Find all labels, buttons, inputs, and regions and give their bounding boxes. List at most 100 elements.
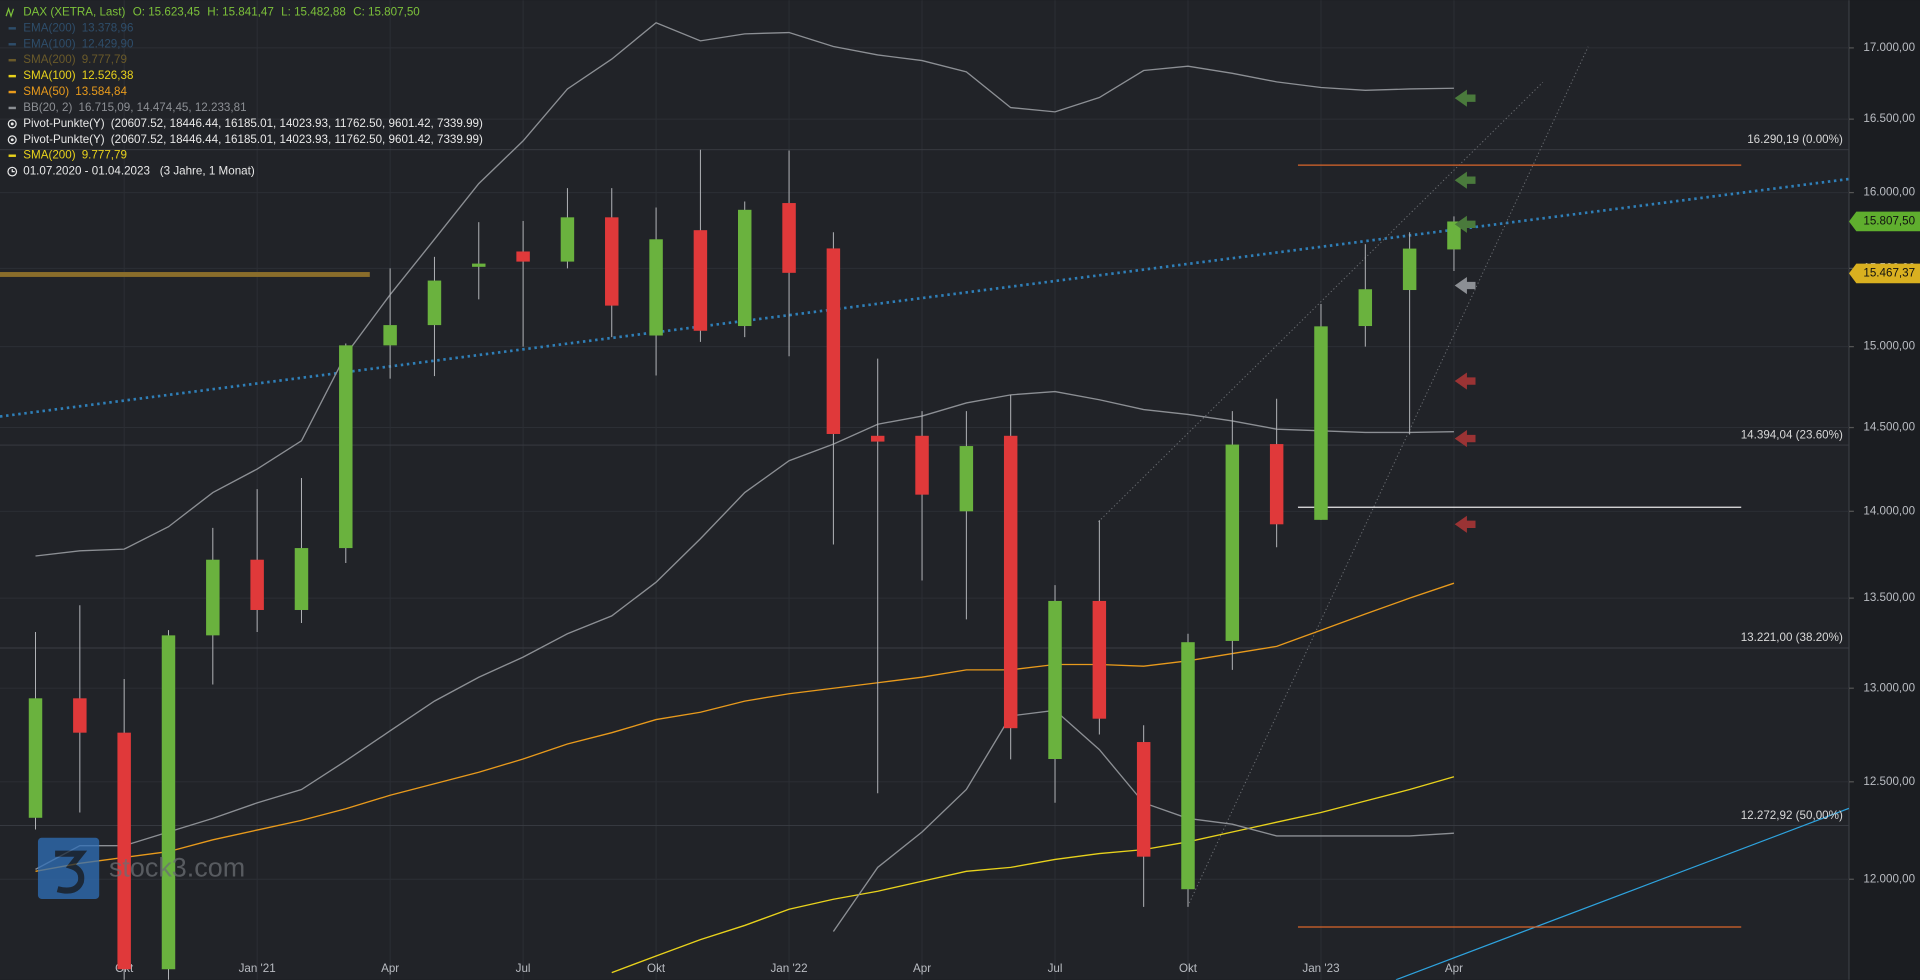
arrow-icon (1454, 515, 1476, 533)
x-tick-label: Okt (1179, 962, 1198, 975)
legend-name: SMA(200) (23, 53, 75, 66)
legend-value: 12.429,90 (82, 37, 134, 50)
price-badge (1848, 211, 1920, 232)
candle-body (1358, 289, 1373, 327)
y-tick-label: 16.000,00 (1863, 186, 1915, 199)
legend-item: SMA(200) 9.777,79 (23, 149, 127, 162)
arrow-icon (1454, 430, 1476, 448)
period-text: (3 Jahre, 1 Monat) (160, 165, 255, 178)
candle-body (1092, 600, 1107, 719)
candle-body (1225, 444, 1240, 641)
x-tick-label: Okt (647, 962, 666, 975)
candle-body (117, 732, 131, 970)
y-tick-label: 16.500,00 (1863, 112, 1915, 125)
candle-body (1136, 742, 1151, 857)
y-tick-label: 12.500,00 (1863, 775, 1915, 788)
price-badge (1848, 263, 1920, 284)
legend-ohlc: O: 15.623,45 (133, 6, 200, 19)
indicator-line (35, 582, 1455, 872)
candle-body (250, 559, 264, 610)
legend-title: DAX (XETRA, Last) (23, 6, 125, 19)
legend-item: Pivot-Punkte(Y) (20607.52, 18446.44, 1618… (23, 133, 483, 146)
legend-icon (7, 135, 17, 145)
legend-value: 13.584,84 (75, 85, 127, 98)
period-text: 01.07.2020 - 01.04.2023 (23, 165, 150, 178)
legend-ohlc: H: 15.841,47 (207, 6, 274, 19)
candles (28, 149, 1461, 980)
trend-line (1187, 46, 1589, 907)
volume-poc (0, 272, 370, 277)
price-badge-label: 15.467,37 (1863, 266, 1915, 279)
candle-body (560, 217, 575, 262)
candle-body (1402, 248, 1417, 291)
candle-body (206, 559, 220, 636)
y-tick-label: 17.000,00 (1863, 41, 1915, 54)
legend-icon (11, 169, 15, 173)
indicator-line (35, 390, 1454, 870)
legend-icon (10, 122, 14, 126)
price-axis-background (1848, 0, 1920, 980)
candle-body (915, 435, 929, 495)
candle-body (1003, 435, 1018, 729)
legend-period: 01.07.2020 - 01.04.2023 (3 Jahre, 1 Monat… (23, 165, 255, 178)
x-tick-label: Jul (1048, 962, 1063, 975)
legend: DAX (XETRA, Last) O: 15.623,45 H: 15.841,4… (5, 6, 483, 178)
drawings (0, 46, 1849, 980)
candle-body (73, 698, 87, 733)
legend-icon (7, 166, 18, 177)
trend-line (1098, 81, 1544, 523)
candle-body (472, 263, 486, 267)
candle-body (870, 435, 885, 442)
x-tick-label: Apr (381, 962, 399, 975)
trend-line (1395, 807, 1849, 980)
legend-item: SMA(100) 12.526,38 (23, 69, 133, 82)
logo-mark (55, 850, 88, 894)
legend-name: SMA(200) (23, 149, 75, 162)
legend-name: SMA(100) (23, 69, 75, 82)
legend-ohlc: C: 15.807,50 (353, 6, 420, 19)
legend-icon (10, 138, 14, 142)
legend-item: SMA(50) 13.584,84 (23, 85, 127, 98)
candle-body (782, 203, 796, 273)
candle-body (605, 217, 619, 306)
legend-item: Pivot-Punkte(Y) (20607.52, 18446.44, 1618… (23, 117, 483, 130)
x-tick-label: Jan '22 (770, 962, 807, 975)
y-tick-label: 13.500,00 (1863, 591, 1915, 604)
fib-level-label: 12.272,92 (50,00%) (1741, 809, 1843, 822)
legend-item: EMA(100) 12.429,90 (23, 37, 134, 50)
y-tick-label: 14.000,00 (1863, 504, 1915, 517)
legend-value: 13.378,96 (82, 21, 134, 34)
legend-item: SMA(200) 9.777,79 (23, 53, 127, 66)
watermark: stock3.com (37, 837, 245, 899)
legend-ohlc: L: 15.482,88 (281, 6, 346, 19)
candle-body (383, 325, 397, 346)
legend-name: Pivot-Punkte(Y) (23, 117, 105, 130)
indicator-line (35, 21, 1454, 557)
candle-body (294, 548, 309, 610)
x-tick-label: Apr (1445, 962, 1463, 975)
legend-value: 16.715,09, 14.474,45, 12.233,81 (78, 101, 246, 114)
indicator-line (611, 776, 1455, 974)
candle-body (427, 280, 442, 326)
legend-name: Pivot-Punkte(Y) (23, 133, 105, 146)
x-tick-label: Jan '23 (1302, 962, 1339, 975)
legend-name: SMA(50) (23, 85, 69, 98)
x-tick-label: Jul (516, 962, 531, 975)
candle-body (161, 635, 176, 970)
x-tick-label: Apr (913, 962, 931, 975)
legend-item: EMA(200) 13.378,96 (23, 21, 133, 34)
legend-value: (20607.52, 18446.44, 16185.01, 14023.93,… (111, 117, 483, 130)
legend-header: DAX (XETRA, Last) O: 15.623,45 H: 15.841,4… (23, 6, 420, 19)
candle-body (649, 239, 663, 336)
candle-body (738, 209, 752, 327)
legend-icon (7, 119, 17, 129)
overlay: 16.290,19 (0.00%) 14.394,04 (23.60%) 13.22… (1741, 133, 1920, 822)
candle-body (1269, 444, 1284, 525)
legend-value: 9.777,79 (82, 53, 127, 66)
candle-body (516, 251, 530, 262)
y-tick-label: 13.000,00 (1863, 681, 1915, 694)
candle-body (1447, 221, 1461, 250)
